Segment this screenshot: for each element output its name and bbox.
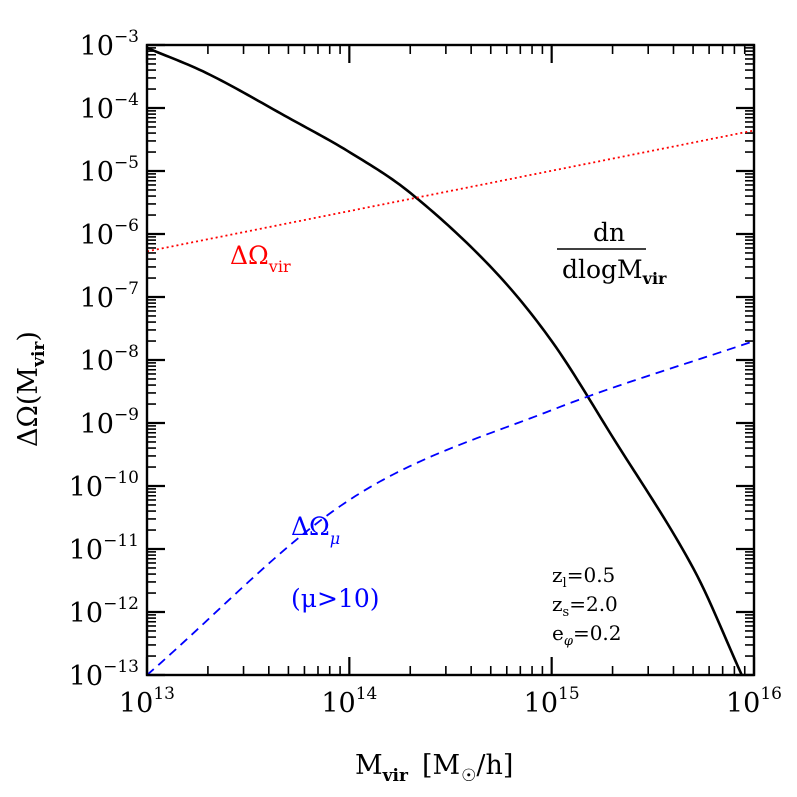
x-tick-label: 1016 (726, 684, 782, 719)
y-tick-label: 10−8 (80, 342, 139, 377)
series-line-omega-vir (146, 129, 755, 253)
x-tick-label: 1014 (321, 684, 377, 719)
plot-frame (145, 43, 756, 677)
y-tick-label: 10−11 (69, 531, 139, 566)
mass-function-numerator: dn (593, 218, 625, 247)
x-axis-label: Mvir [M☉/h] (355, 750, 513, 786)
y-tick-label: 10−12 (69, 594, 139, 629)
annotation-mass-function: dn dlogMvir (557, 218, 667, 288)
series-line-omega-mu (146, 340, 755, 676)
y-tick-label: 10−3 (80, 27, 139, 62)
y-tick-label: 10−6 (80, 216, 139, 251)
series-line-mass-function (146, 46, 743, 676)
x-tick-label: 1013 (119, 684, 175, 719)
annotation-omega-mu: ΔΩμ (291, 512, 340, 548)
annotation-mu-condition: (μ>10) (291, 584, 380, 613)
y-tick-label: 10−13 (69, 657, 139, 692)
series-layer (146, 46, 755, 676)
param-ephi: eφ=0.2 (552, 621, 622, 649)
x-tick-label: 1015 (524, 684, 580, 719)
y-tick-labels: 10−3 10−4 10−5 10−6 10−7 10−8 10−9 10−10… (69, 27, 139, 692)
annotation-omega-vir: ΔΩvir (230, 241, 291, 276)
y-tick-label: 10−7 (80, 279, 139, 314)
y-tick-label: 10−9 (80, 405, 139, 440)
x-tick-labels: 1013 1014 1015 1016 (119, 684, 782, 719)
param-zs: zs=2.0 (552, 592, 618, 620)
minor-ticks (147, 45, 754, 675)
parameter-block: zl=0.5 zs=2.0 eφ=0.2 (552, 563, 622, 649)
y-axis-label: ΔΩ(Mvir) (13, 331, 49, 447)
mass-function-denominator: dlogMvir (562, 255, 667, 288)
param-zl: zl=0.5 (552, 563, 615, 591)
sun-symbol-icon: ☉ (461, 766, 476, 786)
y-tick-label: 10−10 (69, 468, 139, 503)
y-tick-label: 10−5 (80, 153, 139, 188)
major-ticks (145, 43, 756, 677)
y-tick-label: 10−4 (80, 90, 139, 125)
